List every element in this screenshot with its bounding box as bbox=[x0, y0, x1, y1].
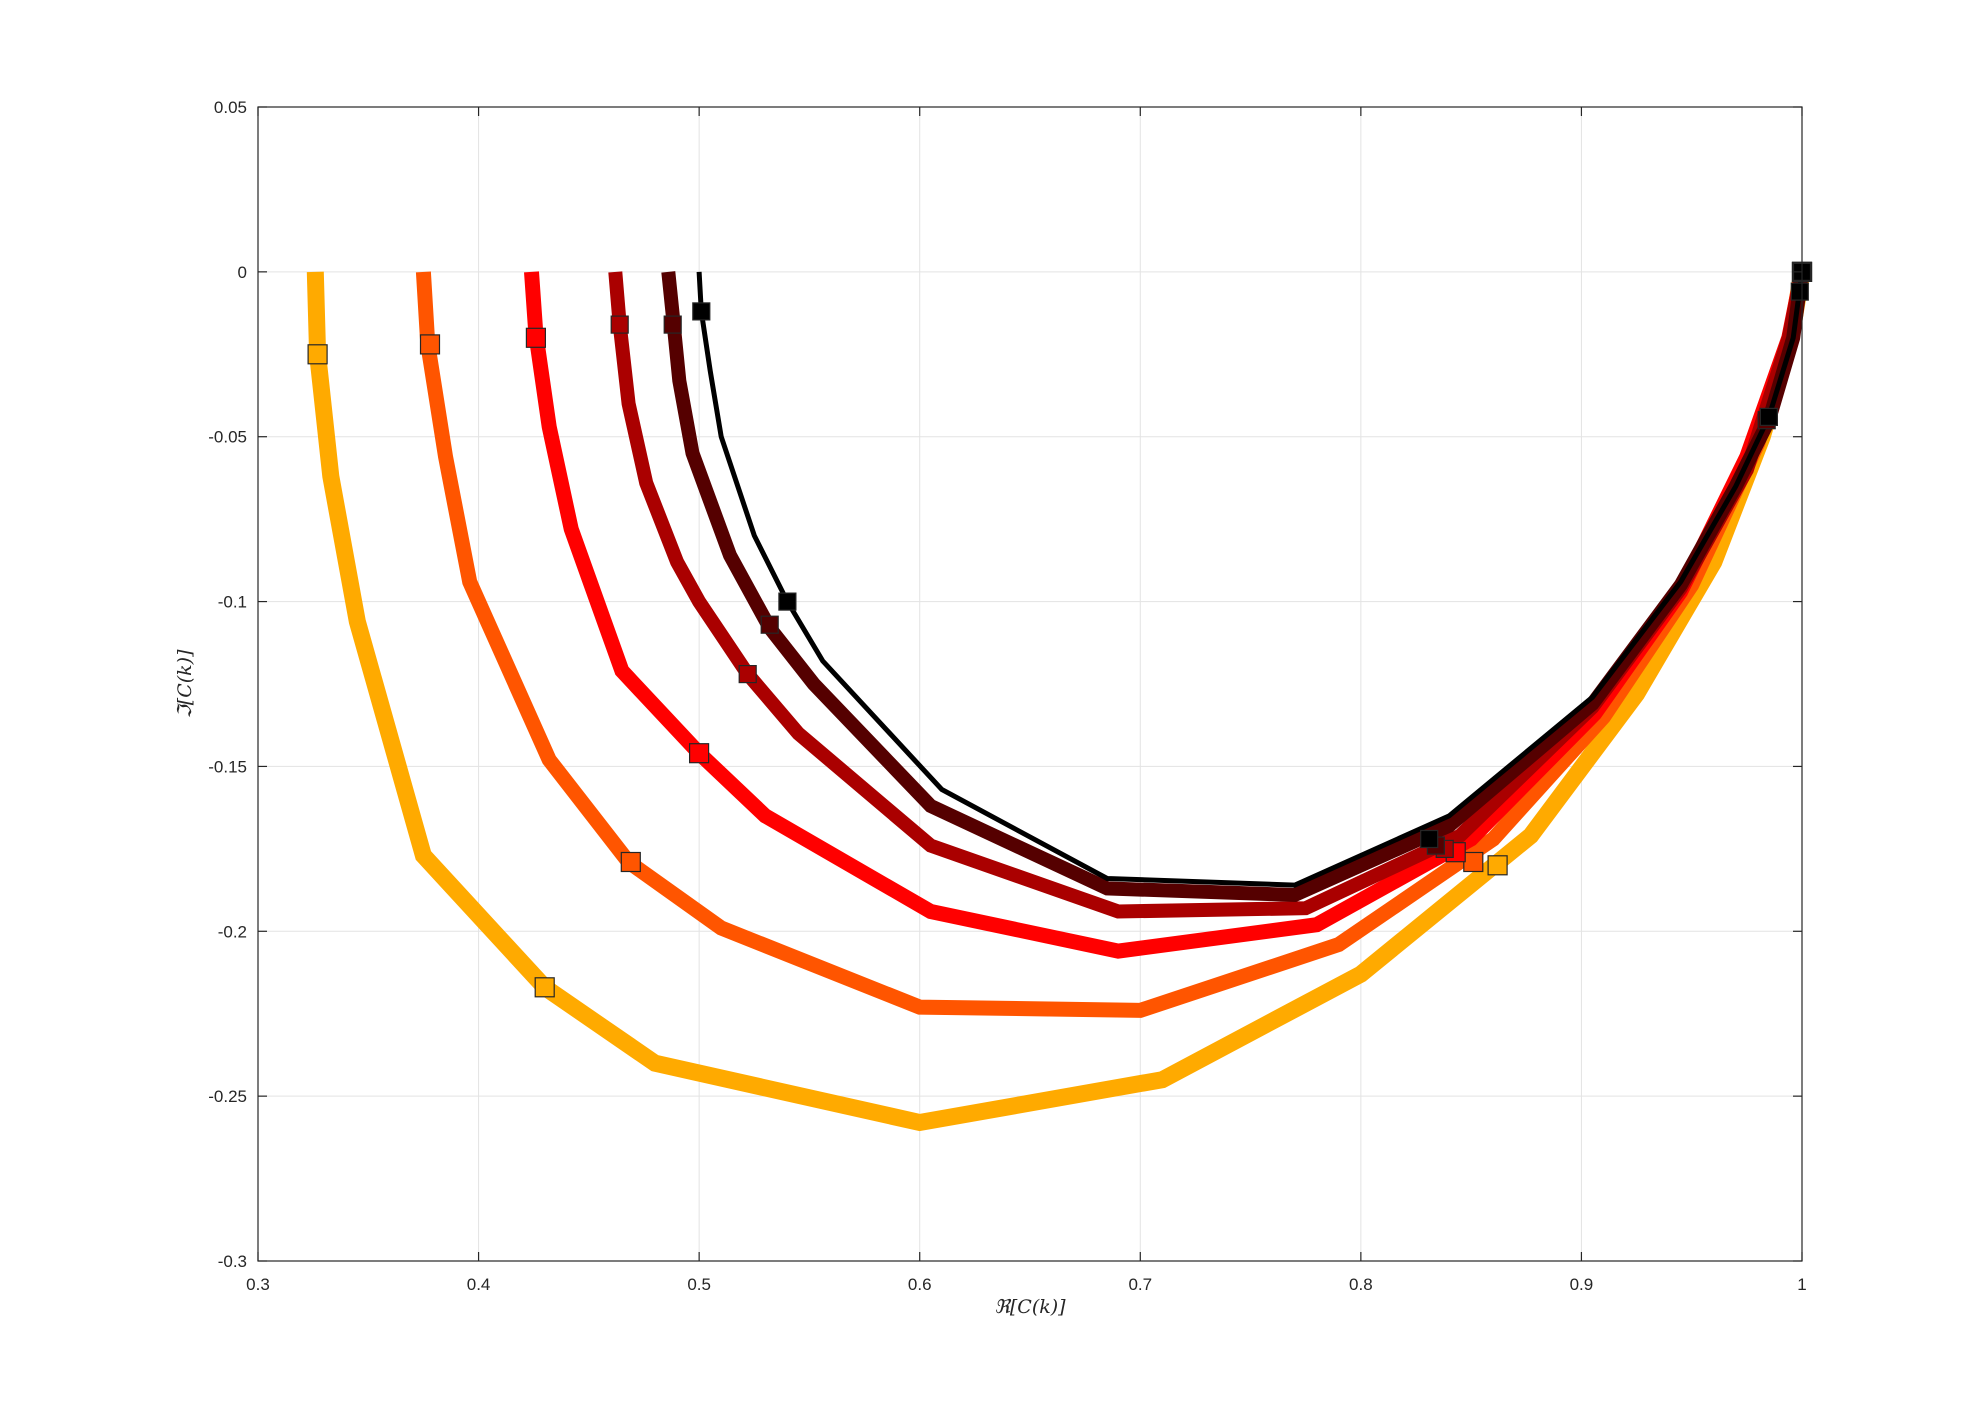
x-axis-label: ℜ[C(k)] bbox=[994, 1296, 1066, 1318]
series-4-marker bbox=[738, 664, 757, 684]
plot-background bbox=[258, 107, 1802, 1261]
series-layer bbox=[306, 270, 1811, 1132]
y-tick-label: 0 bbox=[238, 263, 247, 282]
series-6-marker bbox=[1759, 407, 1779, 426]
y-tick-label: -0.3 bbox=[218, 1252, 247, 1271]
series-5-marker bbox=[760, 615, 779, 634]
marker-layer bbox=[307, 261, 1813, 998]
x-tick-label: 0.3 bbox=[246, 1275, 270, 1294]
y-tick-label: -0.15 bbox=[208, 757, 247, 776]
series-2-marker bbox=[620, 851, 641, 873]
y-tick-label: -0.1 bbox=[218, 593, 247, 612]
series-3-marker bbox=[525, 327, 547, 348]
series-1-marker bbox=[1487, 855, 1508, 876]
series-6-marker bbox=[1420, 829, 1439, 849]
y-tick-label: -0.2 bbox=[218, 922, 247, 941]
x-axis-ticks: 0.3 0.4 0.5 0.6 0.7 0.8 0.9 1 bbox=[246, 107, 1807, 1294]
y-tick-label: -0.25 bbox=[208, 1087, 247, 1106]
x-tick-label: 0.7 bbox=[1128, 1275, 1152, 1294]
y-axis-label: ℑ[C(k)] bbox=[174, 649, 196, 719]
axes-box bbox=[257, 106, 1803, 1262]
series-2-marker bbox=[1463, 851, 1484, 873]
series-6-marker bbox=[1790, 282, 1809, 301]
x-tick-label: 0.5 bbox=[687, 1275, 711, 1294]
series-4-marker bbox=[610, 315, 629, 334]
y-axis-ticks: 0.05 0 -0.05 -0.1 -0.15 -0.2 -0.25 -0.3 bbox=[208, 98, 1802, 1271]
x-tick-label: 0.4 bbox=[467, 1275, 491, 1294]
series-1-marker bbox=[534, 977, 555, 998]
y-tick-label: 0.05 bbox=[214, 98, 247, 117]
series-5-marker bbox=[663, 315, 682, 334]
y-tick-label: -0.05 bbox=[208, 428, 247, 447]
x-tick-label: 0.8 bbox=[1349, 1275, 1373, 1294]
series-6-marker bbox=[778, 592, 797, 611]
x-tick-label: 1 bbox=[1797, 1275, 1806, 1294]
series-2-marker bbox=[419, 334, 441, 355]
series-line-6 bbox=[696, 271, 1805, 888]
x-tick-label: 0.6 bbox=[908, 1275, 932, 1294]
series-3-marker bbox=[688, 743, 710, 764]
series-1-marker bbox=[307, 344, 328, 365]
x-tick-label: 0.9 bbox=[1570, 1275, 1594, 1294]
series-6-marker bbox=[692, 302, 711, 321]
